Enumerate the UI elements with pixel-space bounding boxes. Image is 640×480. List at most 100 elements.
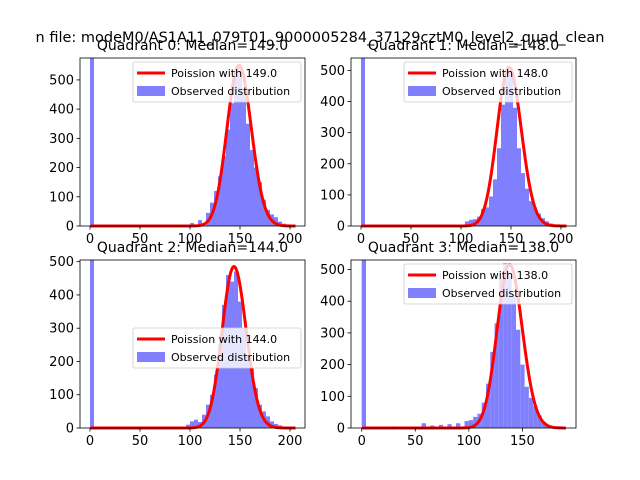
histogram-bar — [469, 219, 473, 226]
x-tick-label: 150 — [228, 434, 253, 449]
histogram-bar — [190, 421, 194, 428]
histogram-bars — [361, 58, 553, 226]
legend-bar-swatch — [137, 352, 165, 362]
histogram-bar — [361, 58, 365, 226]
histogram-bar — [258, 404, 262, 428]
y-tick-label: 200 — [320, 157, 345, 172]
legend: Poission with 149.0 Observed distribution — [132, 61, 302, 103]
histogram-bar — [274, 217, 278, 226]
x-tick-label: 50 — [132, 232, 149, 247]
figure-suptitle: n file: modeM0/AS1A11_079T01_9000005284_… — [36, 30, 605, 46]
histogram-bar — [465, 221, 469, 226]
x-tick-label: 200 — [278, 232, 303, 247]
histogram-bar — [214, 374, 218, 428]
x-tick-label: 50 — [132, 434, 149, 449]
histogram-bar — [218, 344, 222, 428]
histogram-bar — [507, 275, 512, 428]
y-tick-label: 400 — [320, 295, 345, 310]
legend: Poission with 138.0 Observed distribution — [403, 263, 573, 305]
histogram-bar — [516, 329, 521, 428]
histogram-bar — [511, 294, 516, 428]
y-tick-label: 400 — [49, 288, 74, 303]
histogram-bar — [270, 421, 274, 428]
axes-frame — [350, 57, 577, 227]
histogram-bar — [537, 415, 542, 428]
histogram-bar — [186, 424, 190, 428]
y-tick-label: 100 — [49, 388, 74, 403]
legend-label-poisson: Poission with 148.0 — [442, 67, 548, 80]
histogram-bar — [481, 402, 486, 428]
y-tick-label: 400 — [320, 95, 345, 110]
histogram-bar — [361, 260, 366, 428]
histogram-bar — [505, 70, 509, 226]
histogram-bar — [210, 394, 214, 428]
histogram-bar — [250, 368, 254, 428]
x-tick-label: 0 — [86, 232, 94, 247]
y-tick-label: 500 — [49, 73, 74, 88]
y-tick-label: 0 — [66, 422, 74, 437]
histogram-bar — [497, 148, 501, 226]
histogram-bar — [242, 328, 246, 428]
histogram-bars — [361, 260, 551, 428]
legend: Poission with 148.0 Observed distribution — [403, 61, 573, 103]
histogram-bar — [537, 213, 541, 226]
quadrant-1-chart: Quadrant 1: Median=148.0 0 50 100 150 200 0 100… — [320, 38, 577, 247]
histogram-bar — [234, 74, 238, 226]
x-tick-label: 100 — [449, 232, 474, 247]
histogram-bar — [266, 209, 270, 226]
y-tick-label: 300 — [320, 126, 345, 141]
histogram-bar — [520, 364, 525, 428]
quadrant-3-chart: Quadrant 3: Median=138.0 0 50 100 150 0 100 200… — [320, 240, 577, 449]
y-tick-label: 100 — [49, 190, 74, 205]
histogram-bar — [513, 107, 517, 226]
histogram-bar — [493, 179, 497, 226]
y-tick-label: 200 — [49, 161, 74, 176]
x-tick-label: 100 — [178, 434, 203, 449]
legend-label-poisson: Poission with 149.0 — [171, 67, 277, 80]
histogram-bar — [447, 424, 452, 428]
histogram-bar — [486, 383, 491, 428]
histogram-bar — [226, 129, 230, 226]
quadrant-0-chart: Quadrant 0: Median=149.0 0 50 100 150 200 0 100… — [49, 38, 306, 247]
histogram-bar — [533, 405, 538, 428]
x-tick-label: 100 — [178, 232, 203, 247]
histogram-bar — [438, 424, 444, 428]
histogram-bar — [501, 104, 505, 226]
histogram-bars — [90, 58, 286, 227]
histogram-bar — [230, 103, 234, 226]
axes-frame — [79, 259, 306, 429]
y-tick-label: 100 — [320, 390, 345, 405]
legend-box — [132, 327, 302, 369]
histogram-bar — [509, 67, 513, 226]
legend-box — [403, 61, 573, 103]
histogram-bar — [473, 416, 478, 428]
histogram-bar — [262, 199, 266, 226]
y-tick-label: 300 — [49, 132, 74, 147]
histogram-bar — [529, 201, 533, 226]
histogram-bar — [90, 260, 94, 428]
legend-label-observed: Observed distribution — [442, 287, 561, 300]
histogram-bar — [521, 173, 525, 226]
legend-bar-swatch — [137, 86, 165, 96]
histogram-bar — [485, 207, 489, 226]
legend-label-observed: Observed distribution — [171, 351, 290, 364]
quadrant-1-title: Quadrant 1: Median=148.0 — [368, 38, 559, 54]
histogram-bar — [517, 148, 521, 226]
legend: Poission with 144.0 Observed distribution — [132, 327, 302, 369]
legend-label-poisson: Poission with 138.0 — [442, 269, 548, 282]
y-tick-label: 500 — [320, 64, 345, 79]
y-tick-label: 300 — [320, 326, 345, 341]
axes-frame — [350, 259, 577, 429]
histogram-bar — [533, 207, 537, 226]
x-tick-label: 150 — [499, 232, 524, 247]
histogram-bar — [456, 423, 461, 428]
quadrant-2-chart: Quadrant 2: Median=144.0 0 50 100 150 200 0 100… — [49, 240, 306, 449]
legend-label-observed: Observed distribution — [171, 85, 290, 98]
x-tick-label: 200 — [549, 232, 574, 247]
histogram-bar — [214, 190, 218, 226]
y-tick-label: 0 — [337, 220, 345, 235]
histogram-bar — [490, 351, 495, 428]
histogram-bar — [468, 420, 474, 428]
histogram-bar — [498, 279, 504, 428]
